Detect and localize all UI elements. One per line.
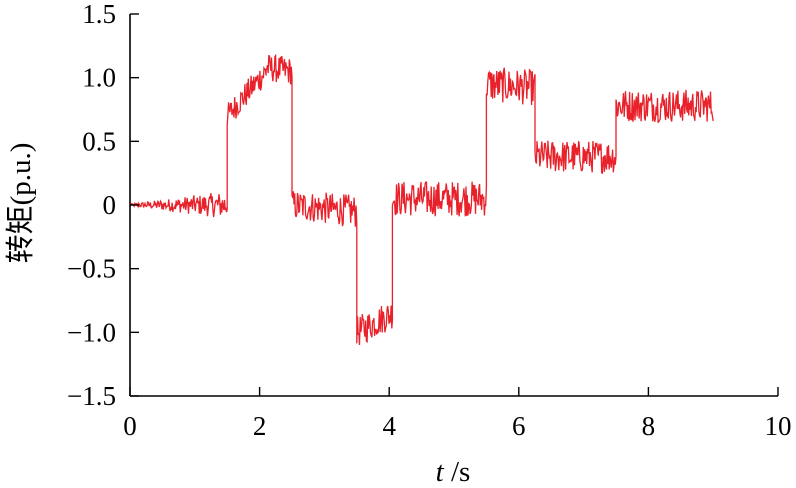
y-tick-label: −1.0 bbox=[67, 317, 116, 347]
x-tick-label: 8 bbox=[642, 411, 656, 441]
x-tick-label: 6 bbox=[512, 411, 526, 441]
torque-series-line bbox=[129, 53, 714, 346]
y-tick-label: −0.5 bbox=[67, 254, 116, 284]
y-axis-ticks: 1.5 1.0 0.5 0 −0.5 −1.0 −1.5 bbox=[67, 0, 139, 411]
y-tick-label: −1.5 bbox=[67, 381, 116, 411]
x-tick-label: 0 bbox=[123, 411, 137, 441]
x-tick-label: 10 bbox=[765, 411, 792, 441]
y-tick-label: 1.5 bbox=[82, 0, 116, 29]
y-tick-label: 0.5 bbox=[82, 126, 116, 156]
y-axis-label: 转矩(p.u.) bbox=[4, 143, 37, 264]
y-tick-label: 1.0 bbox=[82, 63, 116, 93]
x-tick-label: 2 bbox=[253, 411, 267, 441]
x-axis-label: t /s bbox=[436, 456, 471, 488]
x-axis-label-variable: t bbox=[436, 456, 445, 488]
x-axis-ticks: 0 2 4 6 8 10 bbox=[123, 387, 792, 441]
x-tick-label: 4 bbox=[382, 411, 396, 441]
x-axis-label-unit: /s bbox=[444, 456, 471, 488]
plot-area bbox=[129, 53, 714, 346]
y-tick-label: 0 bbox=[103, 190, 117, 220]
